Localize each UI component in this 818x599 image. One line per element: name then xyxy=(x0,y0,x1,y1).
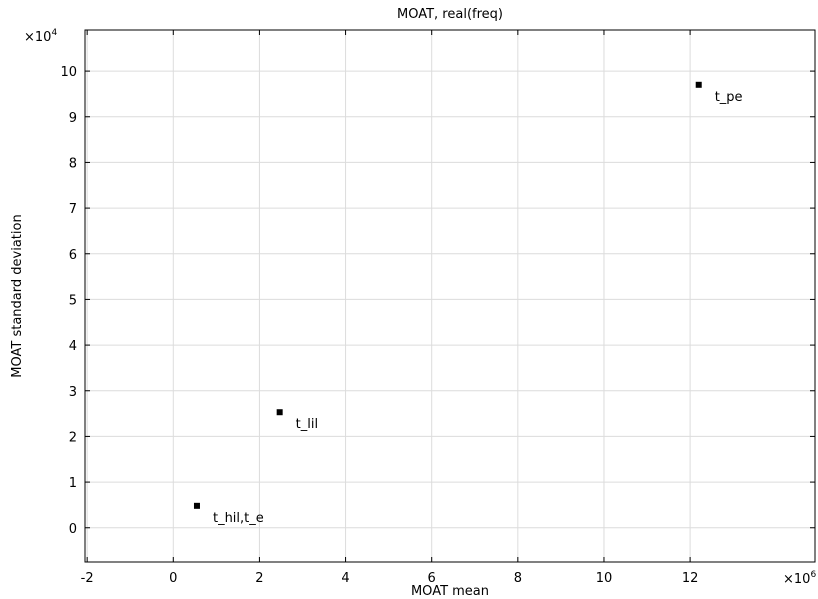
data-point xyxy=(695,81,702,88)
x-axis-title: MOAT mean xyxy=(411,584,489,599)
x-tick-label: 2 xyxy=(255,571,263,586)
y-tick-label: 3 xyxy=(69,385,77,400)
y-axis-title: MOAT standard deviation xyxy=(10,214,25,377)
data-points: t_hil,t_e t_lil t_pe xyxy=(193,81,743,526)
y-multiplier: ×104 xyxy=(24,28,57,45)
x-tick-label: -2 xyxy=(81,571,94,586)
chart-title: MOAT, real(freq) xyxy=(397,7,503,22)
x-tick-label: 6 xyxy=(428,571,436,586)
y-tick-label: 5 xyxy=(69,293,77,308)
x-tick-label: 8 xyxy=(514,571,522,586)
point-label: t_pe xyxy=(715,90,743,105)
y-tick-label: 7 xyxy=(69,202,77,217)
y-tick-label: 1 xyxy=(69,476,77,491)
y-tick-label: 0 xyxy=(69,522,77,537)
y-tick-label: 6 xyxy=(69,248,77,263)
x-multiplier: ×106 xyxy=(783,570,816,587)
x-tick-label: 4 xyxy=(341,571,349,586)
y-axis: 0 1 2 3 4 5 6 7 8 9 10 xyxy=(60,65,815,537)
y-tick-label: 9 xyxy=(69,111,77,126)
y-tick-label: 4 xyxy=(69,339,77,354)
x-tick-label: 0 xyxy=(169,571,177,586)
x-axis: -2 0 2 4 6 8 10 12 xyxy=(81,30,699,586)
data-point xyxy=(193,502,200,509)
y-tick-label: 2 xyxy=(69,430,77,445)
data-point xyxy=(276,409,283,416)
x-tick-label: 10 xyxy=(596,571,613,586)
point-label: t_lil xyxy=(296,417,318,432)
point-label: t_hil,t_e xyxy=(213,511,264,526)
y-tick-label: 10 xyxy=(60,65,77,80)
y-tick-label: 8 xyxy=(69,156,77,171)
plot-frame xyxy=(84,29,816,563)
grid xyxy=(85,30,815,562)
x-tick-label: 12 xyxy=(682,571,699,586)
